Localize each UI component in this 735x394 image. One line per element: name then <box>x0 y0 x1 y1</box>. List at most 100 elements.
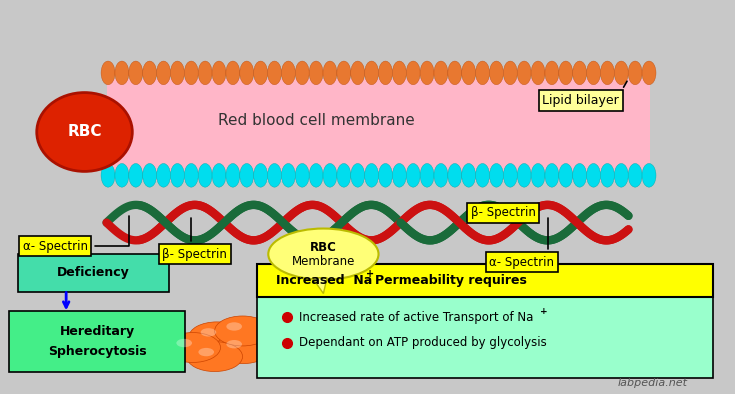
Ellipse shape <box>490 164 503 187</box>
Ellipse shape <box>212 164 226 187</box>
Ellipse shape <box>614 61 628 85</box>
Ellipse shape <box>503 61 517 85</box>
Text: +: + <box>366 269 375 279</box>
Ellipse shape <box>365 61 379 85</box>
Ellipse shape <box>351 61 365 85</box>
Text: α- Spectrin: α- Spectrin <box>23 216 129 253</box>
Circle shape <box>176 339 192 347</box>
Ellipse shape <box>157 164 171 187</box>
Ellipse shape <box>337 164 351 187</box>
Text: RBC: RBC <box>68 125 101 139</box>
FancyBboxPatch shape <box>107 79 650 181</box>
Ellipse shape <box>295 164 309 187</box>
Ellipse shape <box>420 164 434 187</box>
Ellipse shape <box>392 164 406 187</box>
Circle shape <box>215 334 270 364</box>
Ellipse shape <box>337 61 351 85</box>
Text: Spherocytosis: Spherocytosis <box>48 345 146 358</box>
Ellipse shape <box>379 164 392 187</box>
Ellipse shape <box>587 61 600 85</box>
Ellipse shape <box>392 61 406 85</box>
Ellipse shape <box>600 164 614 187</box>
Ellipse shape <box>573 164 587 187</box>
Ellipse shape <box>143 164 157 187</box>
Ellipse shape <box>628 61 642 85</box>
Ellipse shape <box>587 164 600 187</box>
Ellipse shape <box>171 61 184 85</box>
Ellipse shape <box>517 164 531 187</box>
Ellipse shape <box>323 164 337 187</box>
Ellipse shape <box>531 61 545 85</box>
Text: labpedia.net: labpedia.net <box>617 378 687 388</box>
Ellipse shape <box>129 61 143 85</box>
Ellipse shape <box>184 61 198 85</box>
Text: Lipid bilayer: Lipid bilayer <box>542 81 627 107</box>
Ellipse shape <box>184 164 198 187</box>
Text: Deficiency: Deficiency <box>57 266 130 279</box>
Ellipse shape <box>268 61 282 85</box>
Ellipse shape <box>323 61 337 85</box>
Ellipse shape <box>157 61 171 85</box>
Ellipse shape <box>448 164 462 187</box>
Ellipse shape <box>420 61 434 85</box>
Text: α- Spectrin: α- Spectrin <box>490 217 554 268</box>
Circle shape <box>165 333 220 362</box>
Ellipse shape <box>37 93 132 171</box>
Ellipse shape <box>490 61 503 85</box>
Ellipse shape <box>129 164 143 187</box>
Ellipse shape <box>559 61 573 85</box>
Ellipse shape <box>226 61 240 85</box>
Ellipse shape <box>115 61 129 85</box>
Ellipse shape <box>226 164 240 187</box>
Ellipse shape <box>282 61 295 85</box>
Ellipse shape <box>282 164 295 187</box>
Ellipse shape <box>115 164 129 187</box>
Ellipse shape <box>198 61 212 85</box>
Text: Membrane: Membrane <box>292 255 355 268</box>
FancyBboxPatch shape <box>257 264 713 297</box>
Ellipse shape <box>295 61 309 85</box>
Text: Permeability requires: Permeability requires <box>375 274 527 287</box>
Ellipse shape <box>254 164 268 187</box>
Ellipse shape <box>642 164 656 187</box>
Ellipse shape <box>573 61 587 85</box>
Ellipse shape <box>379 61 392 85</box>
Circle shape <box>201 328 216 336</box>
Text: RBC: RBC <box>310 241 337 253</box>
Ellipse shape <box>517 61 531 85</box>
FancyBboxPatch shape <box>18 254 169 292</box>
Ellipse shape <box>559 164 573 187</box>
Ellipse shape <box>545 164 559 187</box>
Text: +: + <box>540 307 548 316</box>
Ellipse shape <box>143 61 157 85</box>
Ellipse shape <box>614 164 628 187</box>
Ellipse shape <box>600 61 614 85</box>
Ellipse shape <box>628 164 642 187</box>
Ellipse shape <box>434 61 448 85</box>
Ellipse shape <box>545 61 559 85</box>
Ellipse shape <box>406 164 420 187</box>
Ellipse shape <box>476 61 490 85</box>
Ellipse shape <box>198 164 212 187</box>
Text: β- Spectrin: β- Spectrin <box>471 206 536 219</box>
FancyBboxPatch shape <box>257 292 713 378</box>
Polygon shape <box>59 242 77 258</box>
Circle shape <box>226 340 242 348</box>
Circle shape <box>198 348 214 356</box>
Circle shape <box>189 322 245 352</box>
Ellipse shape <box>476 164 490 187</box>
Ellipse shape <box>365 164 379 187</box>
Ellipse shape <box>351 164 365 187</box>
Text: Increased  Na: Increased Na <box>276 274 372 287</box>
Ellipse shape <box>406 61 420 85</box>
Ellipse shape <box>309 164 323 187</box>
Ellipse shape <box>448 61 462 85</box>
Ellipse shape <box>531 164 545 187</box>
Ellipse shape <box>268 164 282 187</box>
Text: Increased rate of active Transport of Na: Increased rate of active Transport of Na <box>299 311 534 323</box>
Text: Dependant on ATP produced by glycolysis: Dependant on ATP produced by glycolysis <box>299 336 547 349</box>
Ellipse shape <box>171 164 184 187</box>
Text: Red blood cell membrane: Red blood cell membrane <box>218 113 415 128</box>
FancyBboxPatch shape <box>9 311 185 372</box>
Polygon shape <box>312 278 327 294</box>
